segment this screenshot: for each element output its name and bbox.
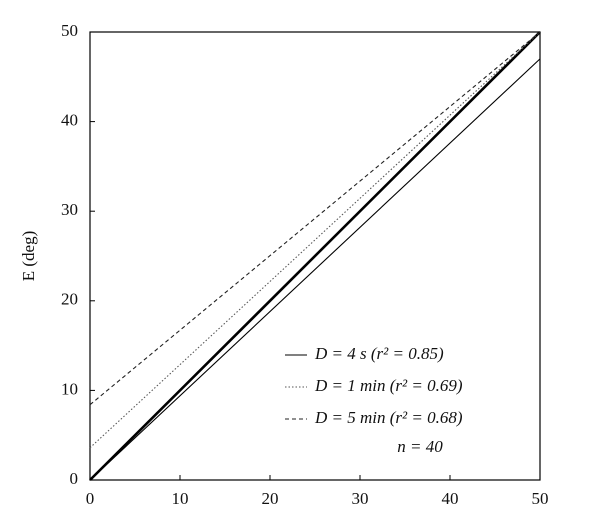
- annotation: n = 40: [397, 437, 443, 456]
- legend-label: D = 5 min (r² = 0.68): [314, 408, 463, 427]
- x-tick-label: 30: [352, 489, 369, 508]
- plot-frame: [89, 31, 541, 481]
- x-tick-label: 20: [262, 489, 279, 508]
- legend-label: D = 4 s (r² = 0.85): [314, 344, 444, 363]
- series-line: [89, 31, 541, 406]
- x-tick-label: 10: [172, 489, 189, 508]
- x-tick-label: 50: [532, 489, 549, 508]
- x-tick-label: 0: [86, 489, 95, 508]
- series-line: [89, 31, 541, 449]
- legend-label: D = 1 min (r² = 0.69): [314, 376, 463, 395]
- y-axis-label: E (deg): [19, 231, 38, 282]
- y-tick-label: 0: [70, 469, 79, 488]
- x-tick-label: 40: [442, 489, 459, 508]
- series-line: [89, 58, 541, 481]
- y-tick-label: 30: [61, 200, 78, 219]
- y-tick-label: 20: [61, 290, 78, 309]
- y-tick-label: 10: [61, 379, 78, 398]
- y-tick-label: 40: [61, 111, 78, 130]
- reference-line: [89, 31, 541, 481]
- y-tick-label: 50: [61, 21, 78, 40]
